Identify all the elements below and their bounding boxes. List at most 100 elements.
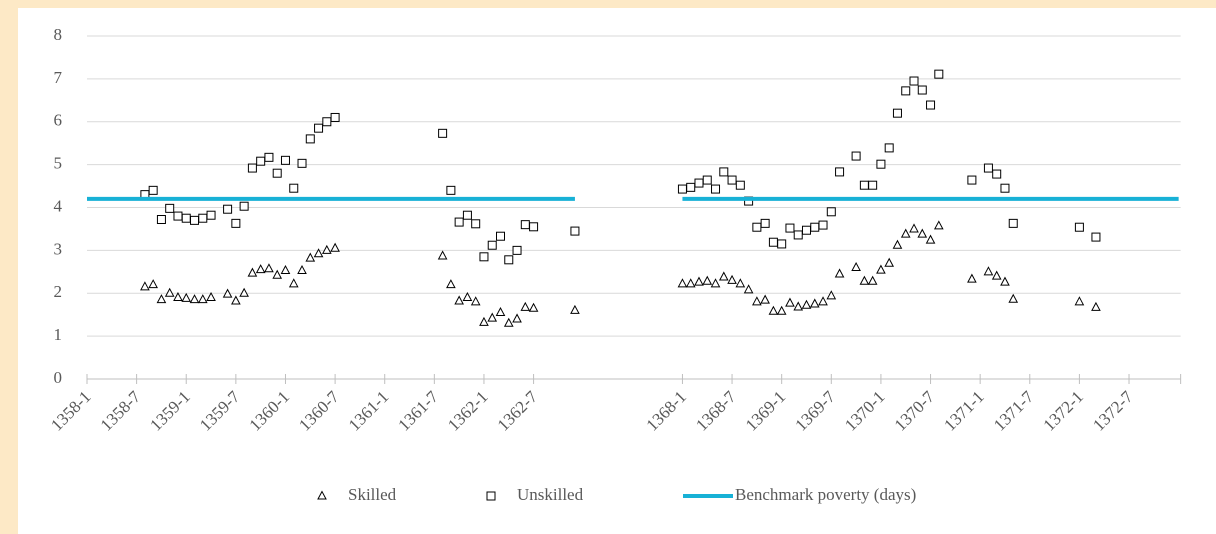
data-point [264,152,274,162]
data-point [156,215,166,225]
data-point [801,225,811,235]
data-point [487,312,498,322]
data-point [752,296,762,306]
data-point [859,275,870,285]
data-point [165,203,175,213]
data-point [851,261,861,272]
data-point [752,222,762,232]
data-point [471,219,481,229]
data-point [520,220,530,230]
data-point [181,213,191,223]
data-point [735,278,746,288]
data-point [876,159,886,169]
data-point [297,264,307,275]
data-point [1008,218,1018,228]
data-point [892,108,902,118]
data-point [330,112,340,122]
data-point [727,274,737,284]
data-point [685,278,696,288]
data-point [272,269,283,279]
data-point [735,180,745,190]
data-point [1074,222,1084,232]
data-point [322,117,332,127]
data-point [909,223,919,233]
y-tick-label: 3 [54,239,63,258]
data-point [826,290,837,300]
data-point [164,287,175,297]
data-point [992,169,1002,179]
y-tick-label: 1 [54,325,63,344]
data-point [570,226,580,236]
data-point [884,257,895,267]
data-point [810,222,820,232]
data-point [884,143,894,153]
data-point [462,291,473,302]
data-point [892,239,903,249]
data-point [917,85,927,95]
data-point [272,168,282,178]
data-point [909,76,919,86]
data-point [801,299,812,309]
data-point [1091,301,1101,311]
data-point [983,163,993,173]
data-point [677,184,687,194]
data-point [239,287,249,297]
data-point [926,100,936,110]
legend-swatch [317,490,327,500]
data-point [173,211,183,221]
data-point [1074,296,1085,306]
data-point [140,281,150,291]
data-point [834,268,845,278]
data-point [570,304,580,314]
data-point [859,180,869,190]
data-point [479,252,489,262]
data-point [867,275,878,285]
data-point [702,275,713,285]
data-point [991,270,1002,280]
data-point [718,271,729,281]
data-point [503,317,514,327]
data-point [223,204,233,214]
y-tick-label: 7 [54,68,63,87]
data-point [528,302,539,312]
data-point [694,178,704,188]
data-point [702,175,712,185]
data-point [280,264,291,275]
data-point [264,263,274,273]
y-tick-label: 0 [54,368,63,387]
data-point [247,163,257,173]
data-point [793,301,804,311]
data-point [173,291,183,302]
legend-label: Benchmark poverty (days) [735,485,916,504]
data-point [289,183,299,193]
data-point [768,305,779,315]
data-point [314,123,324,133]
data-point [504,255,514,265]
data-point [495,306,506,317]
data-point [793,230,803,240]
data-point [239,201,249,211]
data-point [231,295,241,305]
data-point [512,245,522,255]
data-point [710,278,721,288]
data-point [785,297,795,307]
data-point [809,298,820,308]
y-tick-label: 4 [54,196,63,215]
data-point [760,294,770,304]
data-point [727,175,737,185]
data-point [868,180,878,190]
data-point [297,158,307,168]
legend-label: Unskilled [517,485,584,504]
data-point [1000,183,1010,193]
data-point [686,182,696,192]
data-point [280,155,290,165]
data-point [256,156,266,166]
data-point [189,294,200,304]
data-point [470,296,481,306]
data-point [255,264,266,274]
data-point [190,215,200,225]
data-point [876,264,886,274]
data-point [1000,276,1010,286]
